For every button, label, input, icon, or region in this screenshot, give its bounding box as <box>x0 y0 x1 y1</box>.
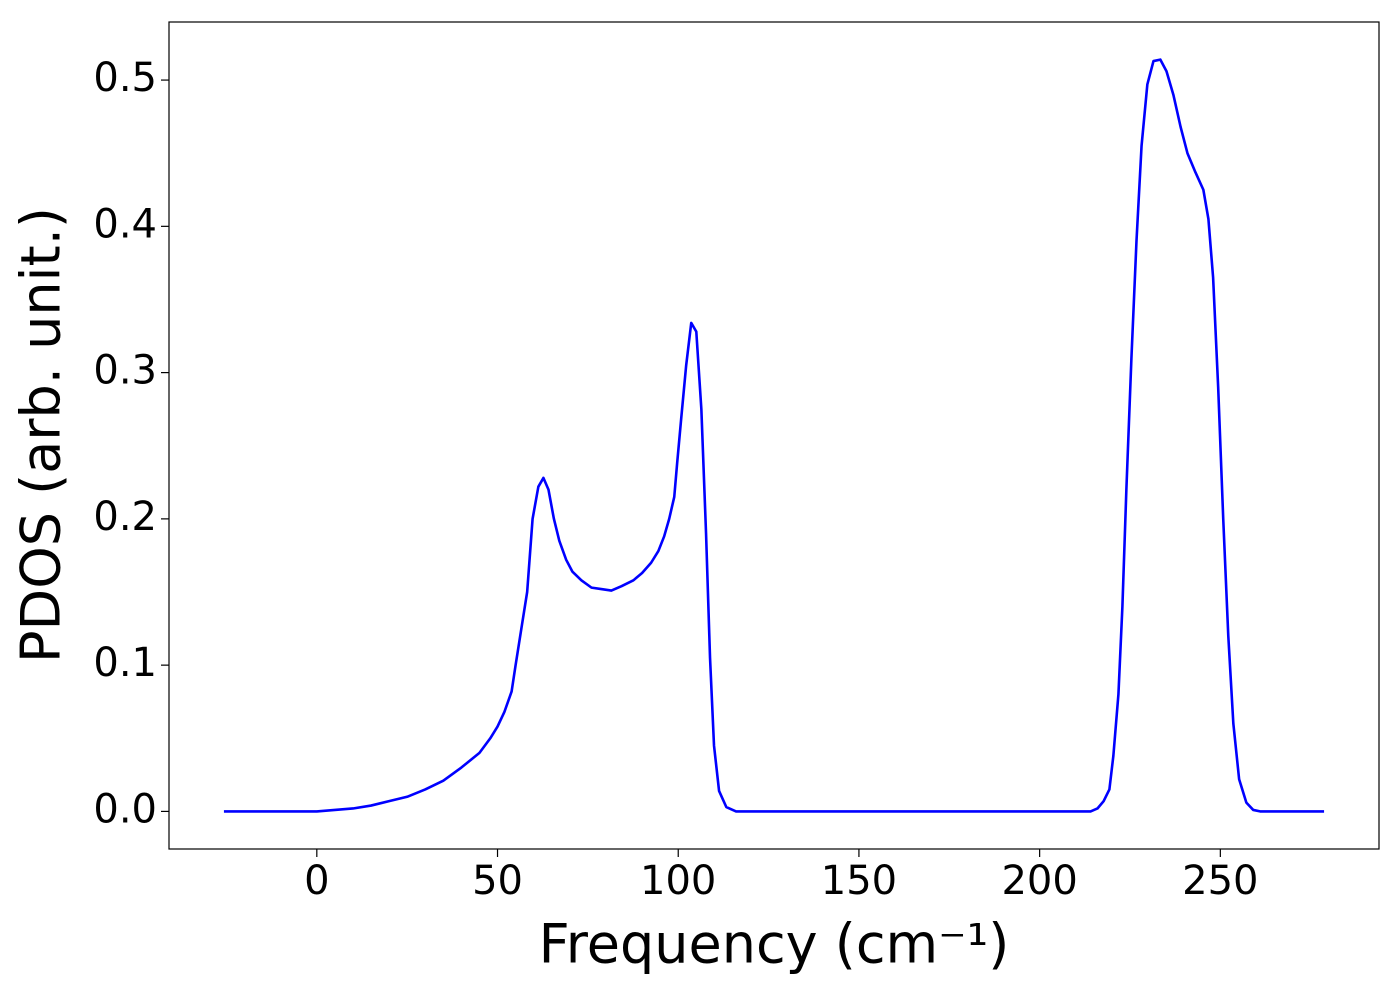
y-tick-label: 0.3 <box>93 348 157 394</box>
y-tick-label: 0.2 <box>93 494 157 540</box>
x-tick-label: 150 <box>821 858 897 904</box>
data-line <box>223 58 1325 813</box>
x-tick-label: 0 <box>304 858 329 904</box>
x-tick-label: 100 <box>640 858 716 904</box>
x-axis-label: Frequency (cm⁻¹) <box>539 913 1010 976</box>
x-tick-label: 50 <box>472 858 523 904</box>
y-tick-label: 0.5 <box>93 55 157 101</box>
plot-frame <box>168 21 1380 850</box>
y-tick-label: 0.0 <box>93 786 157 832</box>
y-tick-label: 0.1 <box>93 640 157 686</box>
x-tick-label: 200 <box>1001 858 1077 904</box>
x-tick-label: 250 <box>1182 858 1258 904</box>
y-tick-label: 0.4 <box>93 201 157 247</box>
y-axis-label: PDOS (arb. unit.) <box>10 207 73 663</box>
